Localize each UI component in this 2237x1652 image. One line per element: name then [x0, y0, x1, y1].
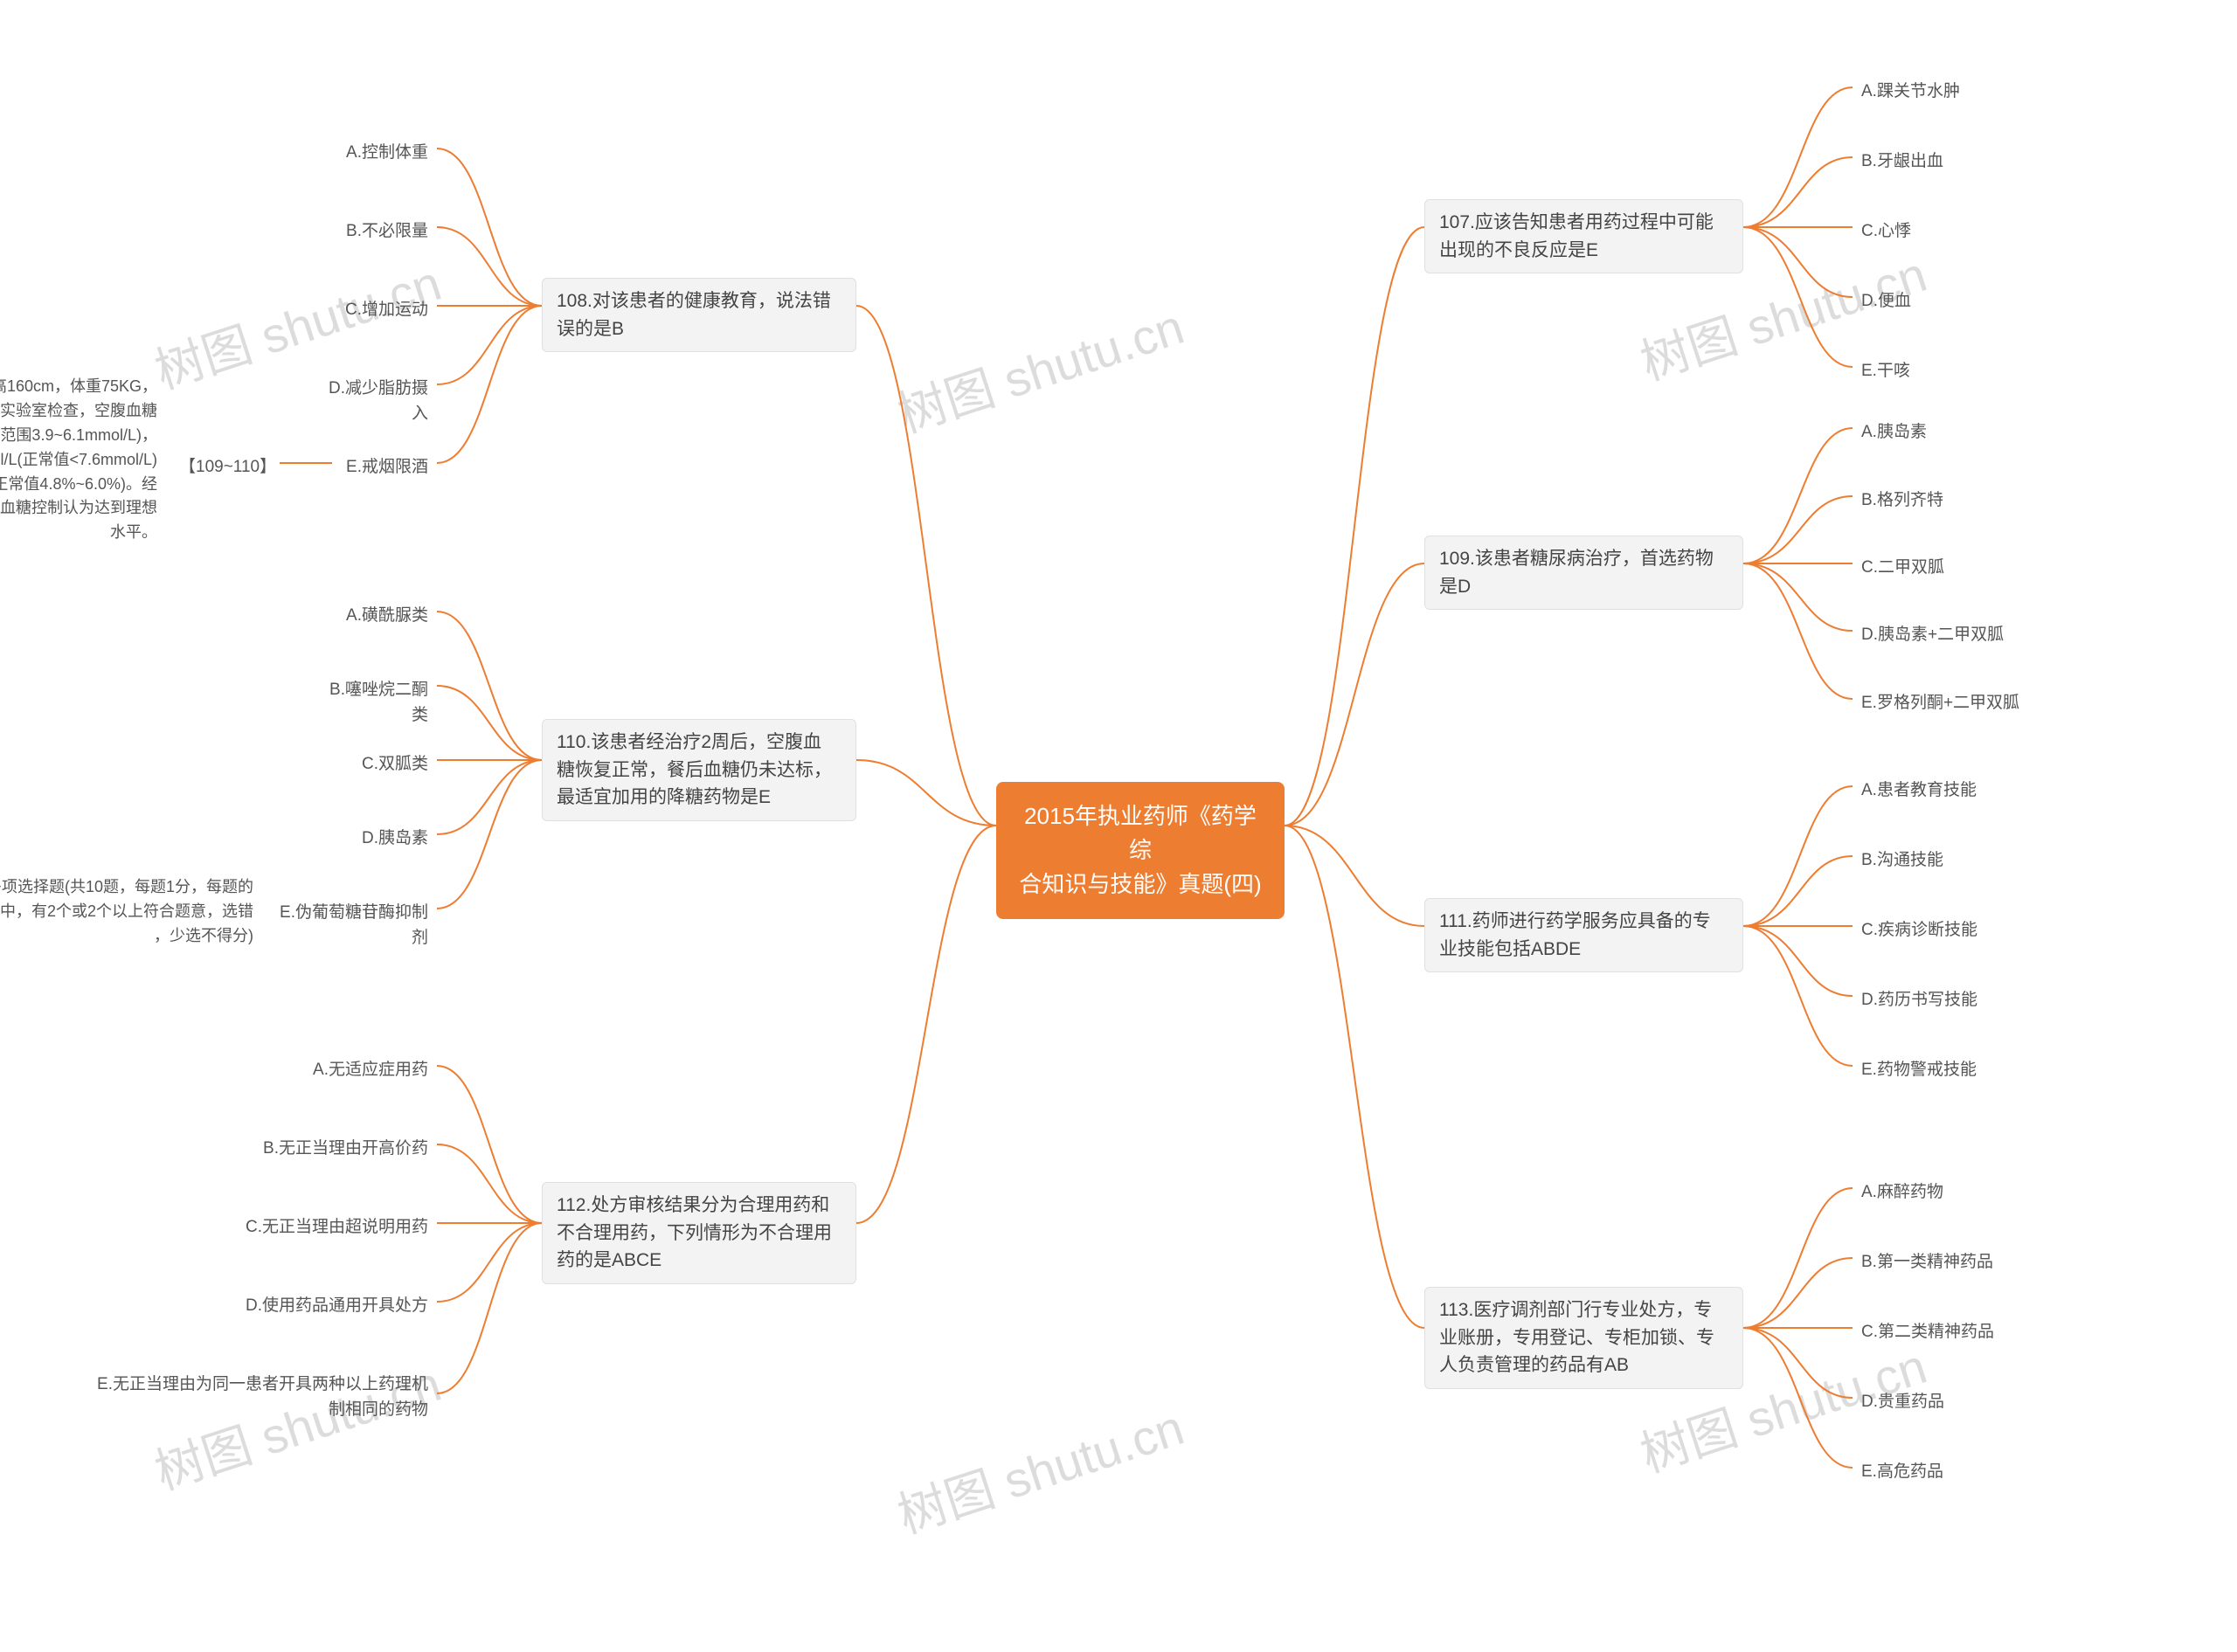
q111-opt-e: E.药物警戒技能 — [1853, 1053, 1985, 1089]
q113-opt-d: D.贵重药品 — [1853, 1385, 1953, 1420]
root-title-l1: 2015年执业药师《药学综 — [1019, 799, 1262, 867]
q109-opt-c: C.二甲双胍 — [1853, 550, 1953, 586]
root-title-l2: 合知识与技能》真题(四) — [1019, 867, 1262, 902]
q111-opt-b: B.沟通技能 — [1853, 843, 1952, 879]
q111-opt-a: A.患者教育技能 — [1853, 773, 1985, 809]
q112-opt-a: A.无适应症用药 — [288, 1053, 437, 1089]
q108-context: 患者，女，45岁，身高160cm，体重75KG， 临川诊断2型糖尿病，实验室检查… — [0, 370, 166, 550]
q108-opt-d: D.减少脂肪摄入 — [308, 371, 437, 432]
q109-node: 109.该患者糖尿病治疗，首选药物 是D — [1424, 536, 1743, 610]
watermark: 树图 shutu.cn — [888, 288, 1192, 447]
q109-l1: 109.该患者糖尿病治疗，首选药物 — [1439, 545, 1728, 573]
q112-opt-b: B.无正当理由开高价药 — [253, 1131, 437, 1167]
q107-node: 107.应该告知患者用药过程中可能 出现的不良反应是E — [1424, 199, 1743, 273]
q110-opt-c: C.双胍类 — [350, 747, 437, 783]
q113-l1: 113.医疗调剂部门行专业处方，专 — [1439, 1296, 1728, 1324]
watermark: 树图 shutu.cn — [888, 1389, 1192, 1548]
q113-opt-c: C.第二类精神药品 — [1853, 1315, 2003, 1351]
q108-opt-a: A.控制体重 — [332, 135, 437, 171]
q107-opt-d: D.便血 — [1853, 284, 1920, 320]
q108-context-key: 【109~110】 — [170, 450, 280, 486]
q113-opt-a: A.麻醉药物 — [1853, 1175, 1952, 1211]
q109-opt-d: D.胰岛素+二甲双胍 — [1853, 618, 2012, 653]
q112-l3: 药的是ABCE — [557, 1247, 841, 1275]
q108-node: 108.对该患者的健康教育，说法错 误的是B — [542, 278, 856, 352]
q112-l1: 112.处方审核结果分为合理用药和 — [557, 1192, 841, 1220]
q110-l3: 最适宜加用的降糖药物是E — [557, 784, 841, 812]
q109-opt-b: B.格列齐特 — [1853, 483, 1952, 519]
q110-node: 110.该患者经治疗2周后，空腹血 糖恢复正常，餐后血糖仍未达标， 最适宜加用的… — [542, 719, 856, 821]
q107-opt-a: A.踝关节水肿 — [1853, 74, 1969, 110]
q109-opt-e: E.罗格列酮+二甲双胍 — [1853, 686, 2028, 722]
q110-l1: 110.该患者经治疗2周后，空腹血 — [557, 729, 841, 757]
q110-opt-d: D.胰岛素 — [350, 821, 437, 857]
q108-l2: 误的是B — [557, 315, 841, 343]
q112-opt-e: E.无正当理由为同一患者开具两种以上药理机 制相同的药物 — [70, 1367, 437, 1427]
q111-opt-d: D.药历书写技能 — [1853, 983, 1986, 1019]
q111-l1: 111.药师进行药学服务应具备的专 — [1439, 908, 1728, 936]
q112-l2: 不合理用药，下列情形为不合理用 — [557, 1220, 841, 1248]
q113-opt-b: B.第一类精神药品 — [1853, 1245, 2002, 1281]
q107-l1: 107.应该告知患者用药过程中可能 — [1439, 209, 1728, 237]
q111-l2: 业技能包括ABDE — [1439, 936, 1728, 964]
q111-opt-c: C.疾病诊断技能 — [1853, 913, 1986, 949]
q108-l1: 108.对该患者的健康教育，说法错 — [557, 287, 841, 315]
q113-l3: 人负责管理的药品有AB — [1439, 1351, 1728, 1379]
root-node: 2015年执业药师《药学综 合知识与技能》真题(四) — [996, 782, 1285, 919]
q110-l2: 糖恢复正常，餐后血糖仍未达标， — [557, 757, 841, 785]
q107-l2: 出现的不良反应是E — [1439, 237, 1728, 265]
q113-node: 113.医疗调剂部门行专业处方，专 业账册，专用登记、专柜加锁、专 人负责管理的… — [1424, 1287, 1743, 1389]
q108-opt-e: E.戒烟限酒 — [332, 450, 437, 486]
q113-opt-e: E.高危药品 — [1853, 1455, 1952, 1490]
mindmap-canvas: 树图 shutu.cn 树图 shutu.cn 树图 shutu.cn 树图 s… — [0, 0, 2237, 1652]
q110-context: 四、多项选择题(共10题，每题1分，每题的 备选项中，有2个或2个以上符合题意，… — [0, 870, 262, 954]
q109-opt-a: A.胰岛素 — [1853, 415, 1936, 451]
q112-opt-d: D.使用药品通用开具处方 — [227, 1289, 437, 1324]
q110-opt-a: A.磺酰脲类 — [332, 598, 437, 634]
q112-opt-c: C.无正当理由超说明用药 — [236, 1210, 437, 1246]
q112-node: 112.处方审核结果分为合理用药和 不合理用药，下列情形为不合理用 药的是ABC… — [542, 1182, 856, 1284]
q110-opt-b: B.噻唑烷二酮类 — [313, 673, 437, 733]
q113-l2: 业账册，专用登记、专柜加锁、专 — [1439, 1324, 1728, 1352]
q107-opt-e: E.干咳 — [1853, 354, 1919, 390]
q107-opt-c: C.心悸 — [1853, 214, 1920, 250]
q111-node: 111.药师进行药学服务应具备的专 业技能包括ABDE — [1424, 898, 1743, 972]
q109-l2: 是D — [1439, 573, 1728, 601]
q108-opt-b: B.不必限量 — [332, 214, 437, 250]
q108-opt-c: C.增加运动 — [332, 293, 437, 328]
q107-opt-b: B.牙龈出血 — [1853, 144, 1952, 180]
q110-opt-e: E.伪葡萄糖苷酶抑制剂 — [262, 895, 437, 956]
